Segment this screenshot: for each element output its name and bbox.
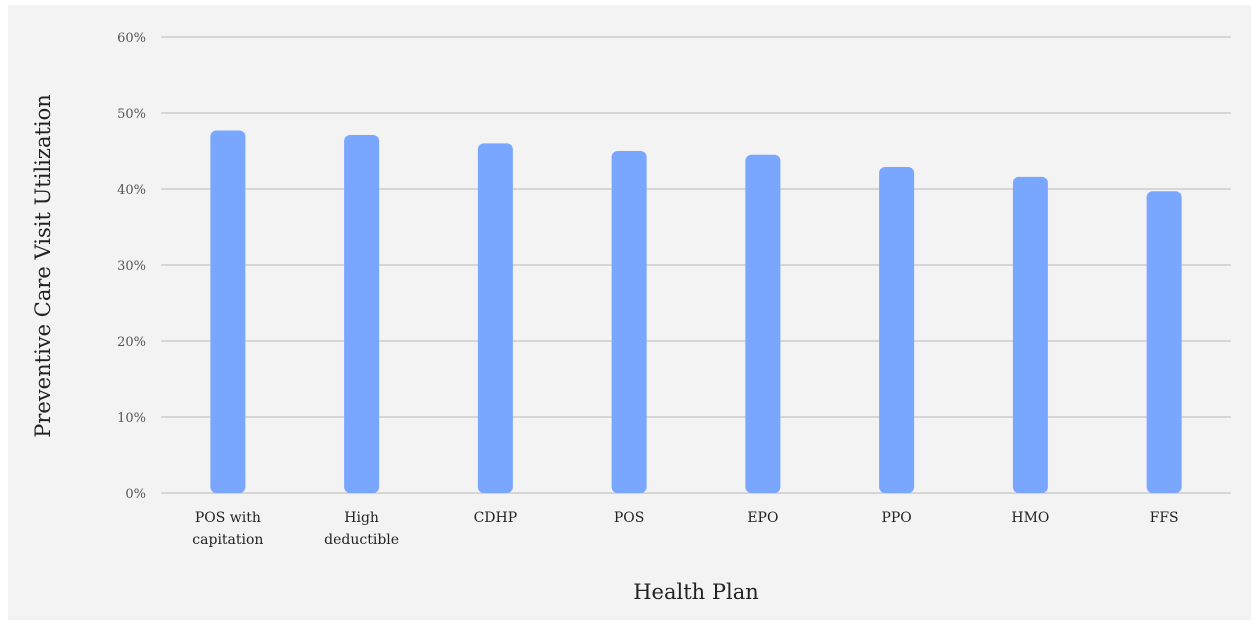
y-axis-title: Preventive Care Visit Utilization [31,94,55,438]
bar [210,130,246,493]
x-tick-label: POS with capitation [192,510,263,548]
gridlines [161,36,1231,494]
y-tick-label: 60% [117,31,146,46]
y-tick-label: 50% [117,107,146,122]
x-tick-label: PPO [881,510,911,526]
bar-chart: 0% 10% 20% 30% 40% 50% 60% POS with capitation H… [31,31,1231,604]
x-tick-label: CDHP [474,510,518,526]
x-tick-label: POS [614,510,645,526]
chart-container: 0% 10% 20% 30% 40% 50% 60% POS with capitation H… [8,5,1251,620]
y-tick-label: 30% [117,259,146,274]
y-tick-label: 20% [117,335,146,350]
x-tick-label: EPO [747,510,778,526]
x-tick-label: High deductible [324,510,399,548]
bar [879,166,915,493]
bar [1146,191,1182,493]
x-tick-label: FFS [1150,510,1179,526]
y-tick-label: 0% [125,487,146,502]
y-tick-label: 40% [117,183,146,198]
y-axis-tick-labels: 0% 10% 20% 30% 40% 50% 60% [117,31,146,502]
x-axis-category-labels: POS with capitation High deductible CDHP POS E… [192,510,1178,548]
bar [344,135,380,494]
x-tick-label: HMO [1011,510,1049,526]
bar [477,143,513,493]
bar [745,154,781,494]
bars [210,130,1182,494]
bar [611,151,647,493]
bar [1012,176,1048,493]
y-tick-label: 10% [117,411,146,426]
x-axis-title: Health Plan [633,580,759,604]
